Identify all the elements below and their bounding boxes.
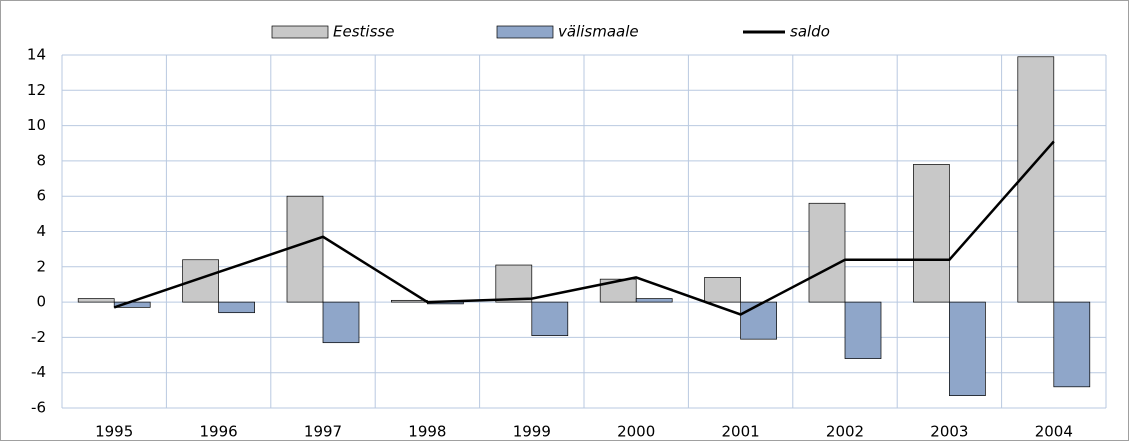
y-tick-label: 6 [36, 187, 46, 205]
x-tick-label: 2004 [1035, 423, 1073, 441]
bar [286, 195, 324, 303]
y-tick-label: -2 [31, 328, 46, 346]
y-tick-label: 14 [27, 46, 46, 64]
line [113, 140, 1055, 316]
x-tick-label: 1999 [513, 423, 551, 441]
y-tick-label: -4 [31, 363, 46, 381]
x-tick-label: 1995 [95, 423, 133, 441]
bar [322, 301, 360, 344]
bar [844, 301, 882, 359]
bar [635, 298, 673, 303]
y-tick-label: 0 [36, 293, 46, 311]
bar [1017, 56, 1055, 303]
bar [599, 278, 637, 303]
bar [77, 298, 115, 303]
legend-label: Eestisse [333, 23, 394, 41]
bar [495, 264, 533, 303]
y-tick-label: 4 [36, 222, 46, 240]
bar [949, 301, 986, 396]
x-tick-label: 1997 [304, 423, 342, 441]
legend-label: saldo [790, 23, 830, 41]
bar [1053, 301, 1091, 388]
x-tick-label: 1998 [408, 423, 446, 441]
y-tick-label: -6 [31, 399, 46, 417]
x-tick-label: 2000 [617, 423, 655, 441]
legend-label: välismaale [558, 23, 639, 41]
y-tick-label: 12 [27, 81, 46, 99]
bar [218, 301, 255, 314]
legend-swatch [496, 25, 554, 39]
x-tick-label: 2002 [826, 423, 864, 441]
legend-swatch [271, 25, 329, 39]
bar [740, 301, 777, 340]
y-tick-label: 10 [27, 116, 46, 134]
bar [704, 277, 741, 303]
x-tick-label: 1996 [200, 423, 238, 441]
bar [182, 259, 219, 303]
bar [531, 301, 569, 336]
bar [391, 299, 428, 303]
x-tick-label: 2003 [930, 423, 968, 441]
x-tick-label: 2001 [722, 423, 760, 441]
y-tick-label: 8 [36, 151, 46, 169]
bar [808, 202, 846, 303]
y-tick-label: 2 [36, 257, 46, 275]
bar [913, 164, 950, 303]
